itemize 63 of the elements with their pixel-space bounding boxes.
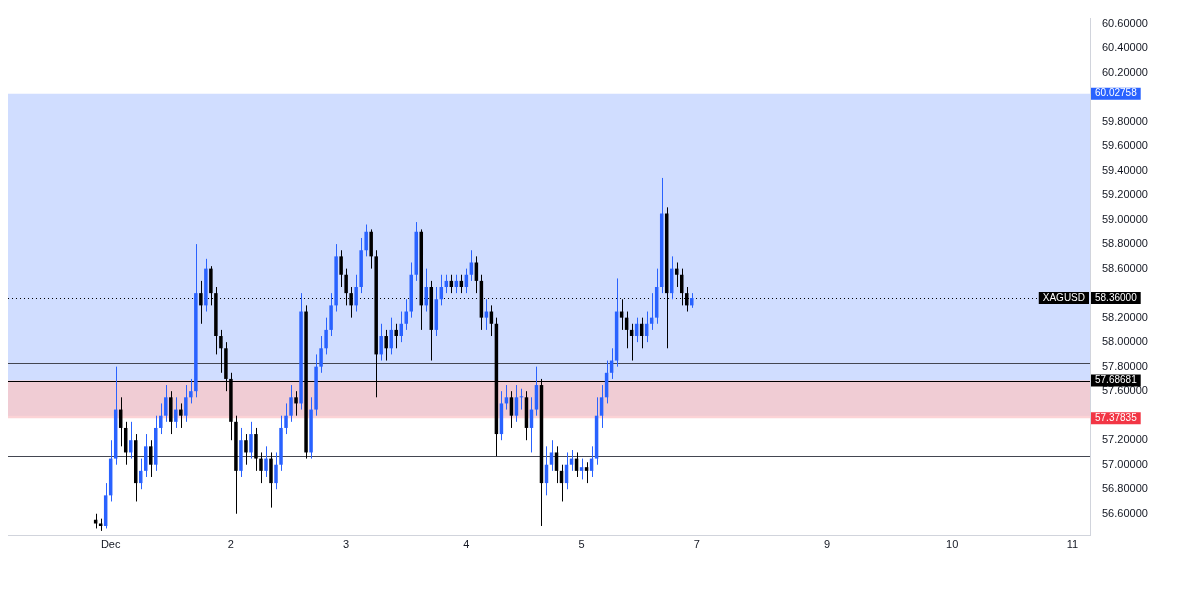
y-tick-label: 60.60000 — [1102, 16, 1148, 29]
y-tick-label: 56.60000 — [1102, 506, 1148, 519]
band-label: 57.37835 — [1095, 412, 1138, 424]
y-tick-label: 60.40000 — [1102, 41, 1148, 54]
candlestick — [384, 329, 388, 362]
x-tick-label: 9 — [823, 538, 831, 551]
candlestick — [244, 433, 248, 466]
candlestick — [469, 249, 474, 282]
y-tick-label: 59.80000 — [1102, 114, 1148, 127]
candlestick — [274, 451, 278, 490]
y-tick-label: 57.60000 — [1102, 384, 1148, 397]
candlestick — [179, 402, 183, 429]
y-tick-label: 59.40000 — [1102, 163, 1148, 176]
candlestick — [579, 458, 584, 480]
candlestick — [319, 335, 323, 374]
candlestick — [289, 384, 293, 423]
y-tick-label: 58.20000 — [1102, 310, 1148, 323]
candlestick — [399, 311, 403, 343]
y-tick-label: 59.20000 — [1102, 188, 1148, 201]
candlestick — [174, 396, 178, 429]
candlestick — [379, 323, 383, 362]
candlestick — [149, 439, 153, 478]
y-tick-label: 58.60000 — [1102, 261, 1148, 274]
candlestick — [159, 402, 163, 435]
candlestick — [404, 298, 408, 331]
candlestick — [184, 384, 188, 423]
x-tick-label: 10 — [946, 538, 959, 551]
candlestick — [394, 323, 398, 349]
ref-line-label: 57.68681 — [1095, 374, 1138, 386]
candlestick — [264, 445, 268, 478]
y-tick-label: 56.80000 — [1102, 482, 1148, 495]
candlestick — [189, 378, 193, 404]
x-tick-label: 4 — [463, 538, 470, 551]
y-tick-label: 59.60000 — [1102, 139, 1148, 152]
candlestick — [549, 439, 554, 472]
candlestick — [199, 280, 203, 325]
candlestick — [259, 451, 263, 484]
candlestick — [389, 317, 393, 355]
x-tick-label: 3 — [343, 538, 350, 551]
candlestick — [249, 421, 253, 460]
y-tick-label: 58.00000 — [1102, 335, 1148, 348]
x-tick-label: Dec — [100, 538, 121, 551]
candlestick — [164, 384, 168, 423]
y-tick-label: 59.00000 — [1102, 212, 1148, 225]
y-tick-label: 58.80000 — [1102, 237, 1148, 250]
y-tick-label: 60.20000 — [1102, 65, 1148, 78]
y-tick-label: 57.80000 — [1102, 359, 1148, 372]
x-tick-label: 2 — [227, 538, 234, 551]
x-tick-label: 5 — [578, 538, 585, 551]
candlestick — [584, 461, 589, 484]
candlestick — [354, 274, 358, 313]
candlestick — [324, 317, 328, 355]
ref-line-label: XAGUSD 58.36000 — [1042, 291, 1138, 303]
candlestick — [339, 249, 343, 288]
band-label: 60.02758 — [1095, 87, 1138, 99]
candlestick — [284, 402, 288, 435]
candlestick — [294, 390, 298, 417]
y-tick-label: 57.00000 — [1102, 457, 1148, 470]
candlestick — [219, 329, 223, 374]
y-tick-label: 57.20000 — [1102, 433, 1148, 446]
x-tick-label: 11 — [1066, 538, 1079, 551]
x-tick-label: 7 — [693, 538, 700, 551]
candlestick — [364, 224, 368, 257]
